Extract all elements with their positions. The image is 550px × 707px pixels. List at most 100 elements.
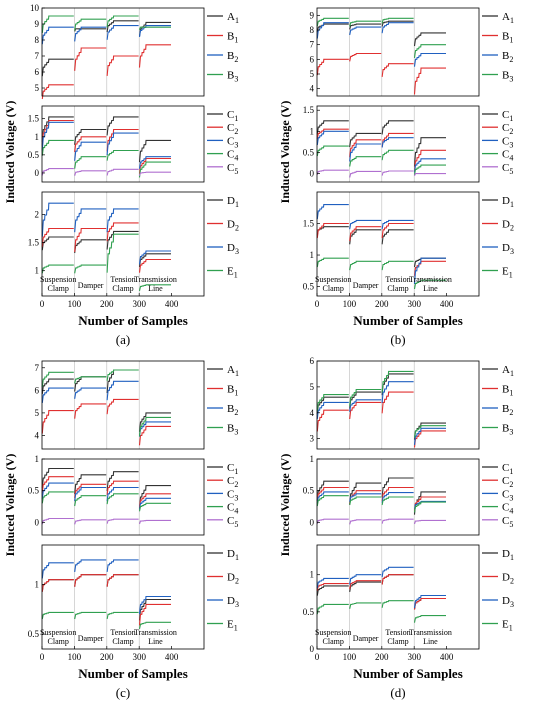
legend-label: D [227, 242, 235, 254]
legend-label: C [502, 109, 509, 121]
series-line-E1 [41, 233, 171, 292]
legend-subscript: 3 [509, 140, 513, 149]
y-tick-label: 6 [35, 67, 40, 77]
subplot-frame [316, 105, 480, 183]
legend-entry: D2 [502, 572, 514, 586]
y-tick-label: 9 [35, 19, 40, 29]
legend-label: D [227, 548, 235, 560]
subplot-frame [41, 191, 205, 297]
legend-label: B [502, 70, 509, 82]
y-tick-label: 5 [35, 408, 40, 418]
series-line-A1 [41, 369, 171, 432]
series-line-D1 [41, 230, 171, 268]
legend-subscript: 1 [234, 36, 238, 45]
series-line-E1 [41, 611, 171, 630]
legend-entry: D1 [502, 548, 514, 562]
legend-label: B [227, 384, 234, 396]
panel-2: A1B1B2B34567C1C2C3C4C500.51D1D2D3E10.510… [3, 360, 239, 700]
series-line-B2 [316, 22, 446, 67]
legend-subscript: 4 [509, 154, 513, 163]
legend-subscript: 2 [234, 480, 238, 489]
legend-entry: B3 [227, 423, 238, 437]
legend-subscript: 2 [234, 408, 238, 417]
legend-entry: D1 [502, 195, 514, 209]
legend-subscript: 1 [510, 369, 514, 378]
x-axis-title: Number of Samples [78, 313, 188, 328]
legend-subscript: 3 [510, 247, 514, 256]
y-tick-label: 0.5 [28, 486, 40, 496]
legend-label: B [502, 31, 509, 43]
legend-subscript: 1 [509, 114, 513, 123]
subplot-frame [41, 544, 205, 650]
y-tick-label: 0.5 [303, 486, 315, 496]
legend-subscript: 2 [510, 577, 514, 586]
legend-subscript: 2 [509, 480, 513, 489]
series-line-C3 [41, 121, 171, 169]
y-tick-label: 1 [310, 126, 315, 136]
legend-entry: B1 [227, 31, 238, 45]
legend-label: C [227, 515, 234, 527]
series-line-D3 [41, 559, 171, 614]
legend-label: E [502, 266, 509, 278]
series-line-B3 [41, 369, 171, 437]
legend-entry: B3 [502, 70, 513, 84]
legend-entry: D2 [227, 572, 239, 586]
legend-label: D [502, 219, 510, 231]
y-tick-label: 1 [35, 132, 40, 142]
y-tick-label: 0 [310, 644, 315, 654]
series-line-B1 [41, 398, 171, 446]
y-tick-label: 7 [310, 40, 315, 50]
x-axis-title: Number of Samples [353, 313, 463, 328]
series-line-B1 [316, 52, 446, 95]
panel-label: (c) [116, 685, 130, 700]
subplot-frame [41, 105, 205, 183]
x-tick-label: 0 [315, 652, 320, 662]
y-tick-label: 8 [35, 35, 40, 45]
series-line-C1 [316, 477, 446, 515]
legend-entry: D1 [227, 195, 239, 209]
legend-entry: C2 [502, 475, 513, 489]
x-tick-label: 100 [68, 652, 82, 662]
x-tick-label: 400 [165, 652, 179, 662]
legend-subscript: 1 [234, 624, 238, 633]
y-tick-label: 0.5 [28, 150, 40, 160]
legend-label: E [227, 266, 234, 278]
legend-subscript: 1 [510, 16, 514, 25]
x-tick-label: 200 [100, 652, 114, 662]
segment-label-0: Suspension Clamp [315, 628, 351, 646]
legend-label: C [227, 135, 234, 147]
legend-entry: E1 [502, 266, 513, 280]
legend-entry: B1 [502, 384, 513, 398]
legend-subscript: 3 [234, 493, 238, 502]
legend-subscript: 2 [234, 127, 238, 136]
series-line-B3 [316, 17, 446, 58]
legend-subscript: 3 [234, 75, 238, 84]
legend-entry: A1 [502, 11, 514, 25]
legend-subscript: 3 [509, 428, 513, 437]
y-axis-title: Induced Voltage (V) [3, 101, 17, 204]
legend-subscript: 1 [509, 389, 513, 398]
legend-label: D [227, 219, 235, 231]
legend-subscript: 3 [234, 428, 238, 437]
legend-label: D [502, 195, 510, 207]
legend-entry: B2 [502, 403, 513, 417]
legend-subscript: 1 [510, 200, 514, 209]
series-line-D3 [316, 566, 446, 609]
legend-subscript: 2 [510, 224, 514, 233]
y-tick-label: 1.5 [303, 219, 315, 229]
legend-entry: C4 [227, 149, 238, 163]
legend-entry: C5 [227, 162, 238, 176]
y-tick-label: 4 [35, 430, 40, 440]
legend-label: B [227, 423, 234, 435]
y-tick-label: 0 [35, 168, 40, 178]
legend-entry: D2 [227, 219, 239, 233]
legend-label: B [227, 403, 234, 415]
legend-entry: C4 [227, 502, 238, 516]
legend-subscript: 3 [509, 75, 513, 84]
y-tick-label: 6 [310, 54, 315, 64]
legend-entry: B2 [227, 403, 238, 417]
series-line-C1 [41, 467, 171, 509]
